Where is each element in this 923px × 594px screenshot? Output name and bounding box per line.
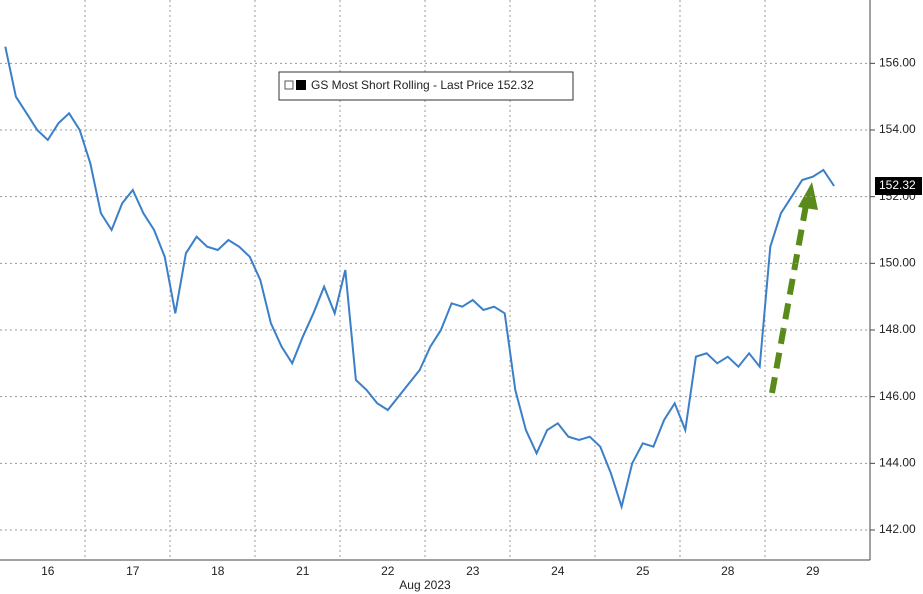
y-tick-label: 154.00	[879, 122, 916, 136]
arrow-head	[798, 182, 818, 210]
y-tick-label: 156.00	[879, 56, 916, 70]
legend-box	[278, 71, 574, 101]
x-axis-label: Aug 2023	[399, 578, 451, 592]
x-tick-label: 18	[211, 564, 225, 578]
legend-icon	[284, 80, 294, 90]
x-tick-label: 23	[466, 564, 480, 578]
legend: GS Most Short Rolling - Last Price 152.3…	[278, 71, 574, 101]
price-line	[4, 46, 835, 511]
legend-swatch	[296, 80, 306, 90]
x-tick-label: 25	[636, 564, 650, 578]
y-tick-label: 148.00	[879, 322, 916, 336]
y-tick-label: 146.00	[879, 389, 916, 403]
annotation-arrow	[769, 182, 818, 394]
y-tick-label: 144.00	[879, 456, 916, 470]
x-tick-label: 22	[381, 564, 395, 578]
last-price-tag: 152.32	[875, 177, 922, 195]
x-tick-label: 21	[296, 564, 310, 578]
x-tick-label: 17	[126, 564, 140, 578]
y-tick-label: 142.00	[879, 522, 916, 536]
legend-label: GS Most Short Rolling - Last Price 152.3…	[311, 78, 534, 92]
y-tick-label: 150.00	[879, 256, 916, 270]
last-price-box	[875, 177, 922, 195]
x-tick-label: 16	[41, 564, 55, 578]
day-separators	[84, 0, 766, 560]
arrow-shaft	[769, 204, 809, 394]
last-price-label: 152.32	[879, 178, 916, 192]
x-tick-label: 29	[806, 564, 820, 578]
x-tick-label: 28	[721, 564, 735, 578]
x-tick-label: 24	[551, 564, 565, 578]
